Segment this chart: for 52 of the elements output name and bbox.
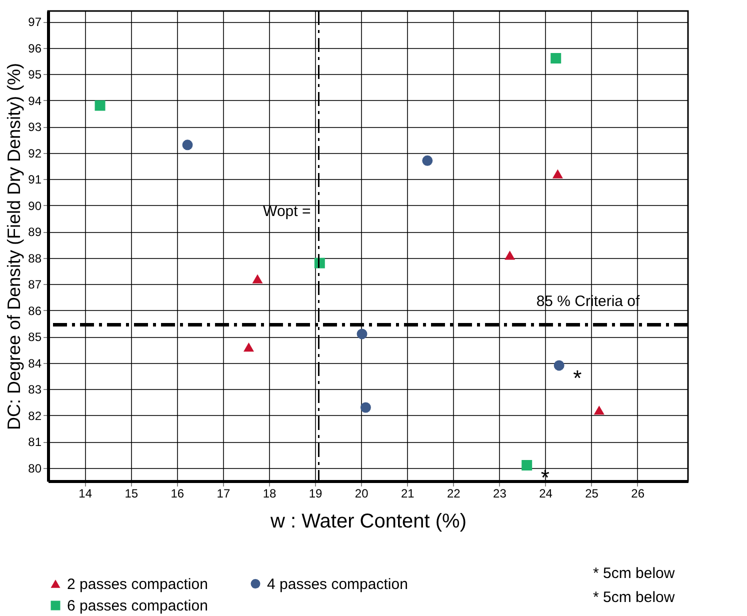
point bbox=[594, 406, 604, 415]
legend-label: 2 passes compaction bbox=[67, 576, 208, 593]
point bbox=[360, 402, 371, 413]
y-tick-label: 96 bbox=[28, 41, 42, 56]
y-tick-label: 91 bbox=[28, 172, 42, 187]
point bbox=[554, 360, 564, 371]
x-tick-label: 19 bbox=[308, 486, 323, 500]
point bbox=[94, 100, 106, 111]
y-tick-label: 92 bbox=[28, 146, 42, 160]
y-tick-label: 88 bbox=[28, 251, 42, 266]
y-tick-label: 86 bbox=[28, 304, 42, 318]
legend-label: 4 passes compaction bbox=[267, 576, 408, 593]
point bbox=[356, 328, 368, 340]
y-axis-title: DC: Degree of Density (Field Dry Density) (%) bbox=[4, 62, 24, 430]
point bbox=[252, 274, 263, 284]
x-tick-label: 26 bbox=[631, 486, 645, 500]
x-tick-label: 24 bbox=[539, 486, 553, 500]
x-tick-label: 21 bbox=[400, 486, 415, 500]
x-tick-label: 20 bbox=[354, 486, 369, 500]
point bbox=[244, 342, 254, 352]
annotation: * bbox=[573, 365, 582, 390]
x-axis-title: w : Water Content (%) bbox=[270, 510, 466, 532]
y-tick-label: 90 bbox=[28, 198, 42, 213]
x-tick-label: 22 bbox=[447, 486, 461, 500]
y-tick-label: 97 bbox=[28, 15, 42, 30]
y-tick-label: 89 bbox=[28, 225, 42, 240]
x-tick-label: 17 bbox=[216, 486, 230, 500]
y-tick-label: 95 bbox=[28, 68, 42, 82]
point bbox=[552, 169, 563, 178]
point bbox=[182, 140, 193, 150]
y-tick-label: 93 bbox=[28, 120, 42, 134]
y-tick-label: 83 bbox=[28, 382, 42, 397]
y-tick-label: 94 bbox=[28, 94, 42, 108]
x-tick-label: 18 bbox=[262, 486, 276, 500]
x-tick-label: 16 bbox=[170, 486, 184, 500]
y-tick-label: 87 bbox=[28, 278, 42, 292]
point bbox=[504, 250, 516, 260]
legend-label: 6 passes compaction bbox=[67, 598, 208, 614]
x-tick-label: 23 bbox=[493, 486, 507, 500]
y-tick-label: 82 bbox=[28, 408, 42, 423]
text: * 5cm below bbox=[593, 565, 675, 582]
point bbox=[422, 155, 433, 166]
text: * 5cm below bbox=[593, 589, 675, 606]
point bbox=[522, 460, 532, 470]
x-tick-label: 15 bbox=[124, 486, 138, 500]
x-tick-label: 14 bbox=[78, 486, 92, 500]
y-tick-label: 85 bbox=[28, 330, 42, 344]
y-tick-label: 81 bbox=[28, 435, 42, 450]
x-tick-label: 25 bbox=[585, 486, 599, 500]
point bbox=[550, 53, 562, 64]
y-tick-label: 80 bbox=[28, 461, 42, 476]
y-tick-label: 84 bbox=[28, 356, 42, 370]
